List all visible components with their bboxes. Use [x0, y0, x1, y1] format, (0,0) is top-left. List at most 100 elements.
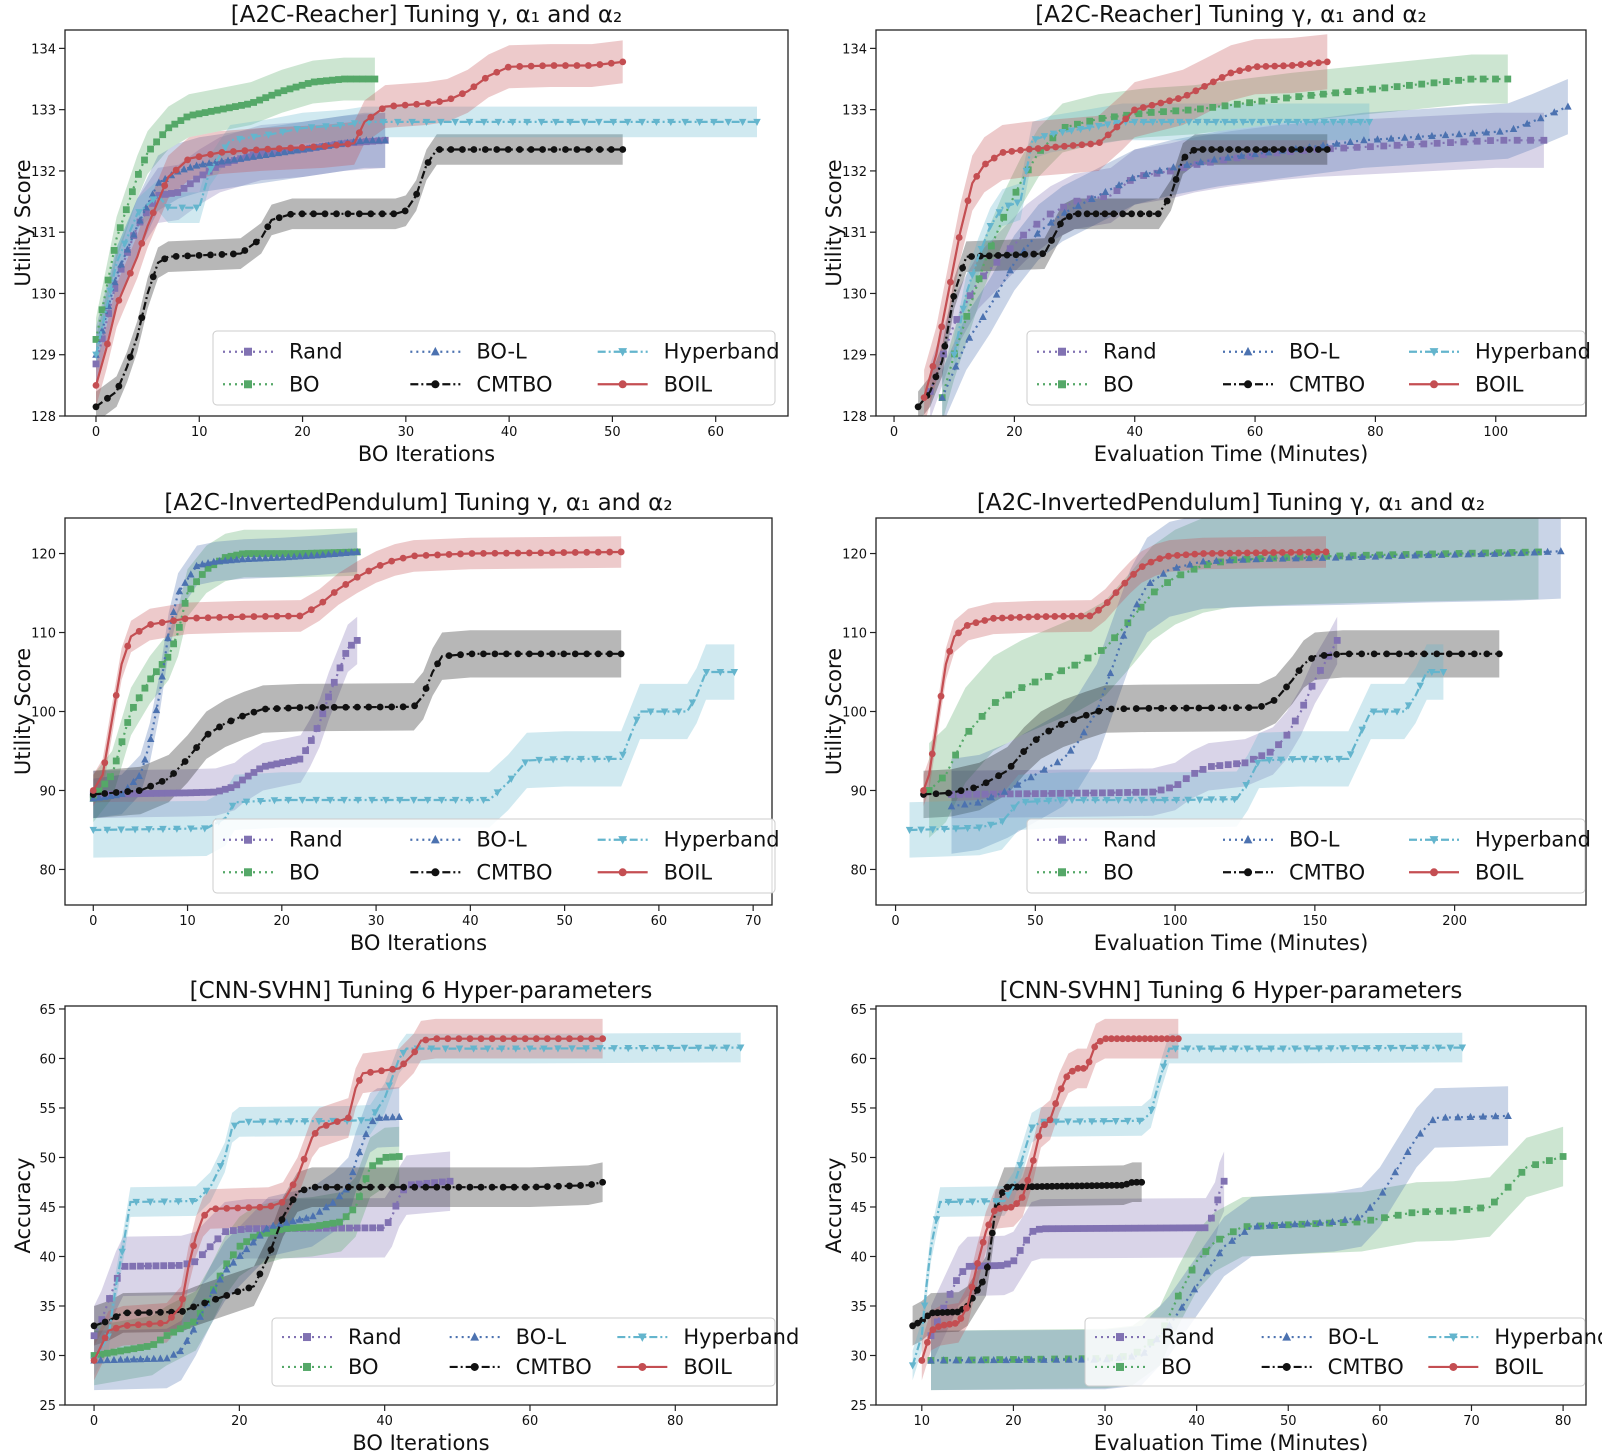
marker-boil [388, 557, 396, 565]
chart-panel-6: 10 20 30 40 50 60 70 80253035404550556065[CNN-S… [822, 978, 1602, 1451]
marker-cmtbo [1119, 210, 1127, 218]
marker-bo-l [175, 587, 184, 595]
marker-bo [204, 564, 212, 572]
legend-label-bo: BO [1161, 1355, 1192, 1379]
marker-boil [273, 612, 281, 620]
marker-bo [183, 1321, 191, 1329]
marker-cmtbo [583, 650, 591, 658]
marker-rand [1195, 1224, 1203, 1232]
x-tick-label: 40 [1126, 425, 1143, 440]
marker-rand [158, 789, 166, 797]
marker-cmtbo [527, 146, 535, 153]
marker-hyperband [1103, 121, 1112, 129]
marker-boil [1322, 548, 1330, 556]
marker-bo-l [192, 161, 201, 169]
marker-bo-l [347, 548, 356, 556]
axes-frame [875, 29, 1587, 417]
marker-cmtbo [112, 789, 120, 796]
marker-bo-l [242, 1244, 251, 1253]
marker-cmtbo [388, 703, 396, 711]
marker-rand [1273, 149, 1281, 157]
marker-hyperband [1338, 118, 1347, 126]
marker-hyperband [1284, 118, 1292, 126]
marker-hyperband [1381, 708, 1390, 716]
marker-rand [1420, 140, 1428, 148]
marker-boil [296, 612, 304, 620]
marker-rand [1074, 1225, 1081, 1232]
marker-boil [951, 1319, 959, 1327]
marker-boil [1122, 115, 1130, 123]
marker-cmtbo [455, 1183, 463, 1191]
marker-boil [1147, 1035, 1154, 1043]
marker-hyperband [1219, 1045, 1228, 1053]
marker-cmtbo [607, 146, 615, 153]
marker-hyperband [950, 351, 958, 359]
marker-bo [316, 1222, 324, 1229]
marker-boil [399, 554, 407, 562]
marker-hyperband [681, 118, 689, 126]
marker-hyperband [1351, 1045, 1359, 1053]
marker-hyperband [582, 1045, 590, 1053]
marker-bo-l [289, 1217, 297, 1225]
marker-rand [1224, 761, 1232, 769]
marker-bo-l [1504, 549, 1512, 557]
y-tick-label: 35 [850, 1300, 867, 1315]
marker-hyperband [1140, 118, 1148, 126]
marker-rand [273, 760, 281, 768]
marker-bo-l [1119, 631, 1128, 639]
marker-rand [90, 1332, 98, 1340]
marker-boil [104, 340, 111, 348]
marker-bo-l [939, 1356, 948, 1364]
marker-boil [400, 1060, 408, 1068]
marker-cmtbo [256, 1270, 264, 1278]
x-tick-label: 60 [651, 914, 668, 929]
marker-cmtbo [514, 650, 522, 658]
y-tick-label: 110 [842, 627, 867, 642]
marker-rand [1163, 1224, 1171, 1232]
legend-marker-boil [1430, 380, 1438, 389]
marker-hyperband [216, 1163, 225, 1171]
marker-hyperband [202, 1187, 211, 1195]
marker-rand [956, 790, 964, 798]
x-tick-label: 10 [191, 425, 208, 440]
marker-cmtbo [619, 146, 627, 153]
marker-rand [946, 1290, 954, 1298]
marker-bo [1123, 111, 1131, 119]
marker-bo [1084, 654, 1092, 662]
marker-rand [229, 1227, 237, 1234]
marker-rand [1144, 1224, 1152, 1232]
marker-boil [300, 1155, 308, 1163]
marker-boil [89, 787, 97, 794]
marker-bo-l [1065, 1355, 1073, 1363]
marker-boil [390, 102, 398, 110]
marker-rand [423, 1179, 431, 1187]
marker-cmtbo [433, 1183, 441, 1191]
marker-boil [401, 101, 409, 109]
marker-bo [1504, 75, 1512, 83]
marker-rand [216, 787, 223, 795]
marker-hyperband [437, 118, 445, 126]
marker-hyperband [1422, 1044, 1431, 1052]
marker-boil [424, 99, 432, 107]
marker-rand [1086, 1225, 1094, 1232]
marker-bo-l [989, 1356, 998, 1364]
marker-rand [181, 789, 189, 797]
marker-bo-l [229, 1258, 238, 1266]
marker-cmtbo [488, 1183, 496, 1191]
marker-bo [349, 1206, 357, 1214]
marker-cmtbo [262, 705, 269, 713]
chart-title: [A2C-InvertedPendulum] Tuning γ, α₁ and … [164, 490, 672, 516]
marker-cmtbo [436, 146, 443, 153]
marker-boil [550, 62, 558, 69]
marker-rand [338, 1224, 346, 1232]
marker-rand [1073, 197, 1081, 205]
marker-cmtbo [311, 1183, 319, 1191]
x-axis-label: Evaluation Time (Minutes) [1094, 1431, 1369, 1451]
marker-cmtbo [216, 723, 223, 731]
marker-rand [1220, 156, 1228, 164]
marker-cmtbo [941, 342, 949, 350]
marker-rand [1040, 790, 1048, 797]
marker-bo [104, 276, 112, 284]
marker-hyperband [465, 118, 474, 126]
marker-rand [1433, 139, 1441, 147]
